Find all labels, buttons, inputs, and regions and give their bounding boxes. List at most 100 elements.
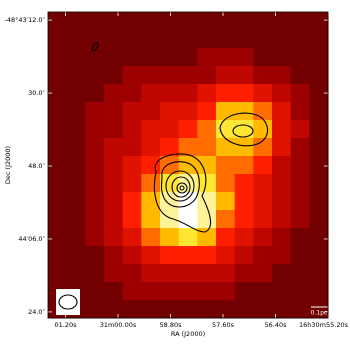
heatmap-cell [216,300,236,319]
heatmap-cell [290,48,310,67]
heatmap-cell [66,30,86,49]
heatmap-cell [66,102,86,121]
heatmap-cell [234,264,254,283]
heatmap-cell [104,66,124,85]
heatmap-cell [66,228,86,247]
heatmap-cell [104,192,124,211]
heatmap-cell [160,228,180,247]
heatmap-cell [160,138,180,157]
heatmap-cell [234,12,254,31]
heatmap-cell [272,192,292,211]
heatmap-cell [141,138,161,157]
heatmap-cell [290,12,310,31]
heatmap-cell [141,192,161,211]
heatmap-cell [253,246,273,265]
heatmap-cell [234,120,254,139]
heatmap-cell [234,246,254,265]
heatmap-cell [122,102,142,121]
heatmap-cell [253,264,273,283]
heatmap-cell [122,120,142,139]
heatmap-cell [160,120,180,139]
heatmap-cell [197,246,217,265]
x-tick-label: 56.40s [265,321,288,329]
heatmap-cell [141,84,161,103]
heatmap-cell [104,228,124,247]
heatmap-cell [104,84,124,103]
heatmap-cell [122,12,142,31]
heatmap-cell [216,84,236,103]
heatmap-cell [122,192,142,211]
heatmap-cell [290,30,310,49]
heatmap-cell [122,210,142,229]
heatmap-cell [272,48,292,67]
heatmap-cell [272,246,292,265]
y-tick-label: 24.0″ [28,308,45,316]
heatmap-cell [122,264,142,283]
heatmap-cell [141,282,161,301]
heatmap-cell [309,228,329,247]
heatmap-cell [272,120,292,139]
heatmap-cell [234,282,254,301]
heatmap-cell [290,156,310,175]
heatmap-cell [104,174,124,193]
heatmap-cell [66,246,86,265]
heatmap-cell [66,138,86,157]
heatmap-cell [309,210,329,229]
heatmap-cell [178,48,198,67]
heatmap-cell [48,246,68,265]
heatmap-cell [290,246,310,265]
heatmap-cell [104,48,124,67]
heatmap-cell [309,300,329,319]
heatmap-cell [290,264,310,283]
heatmap-cell [85,282,105,301]
heatmap-cell [197,228,217,247]
heatmap-cell [48,228,68,247]
heatmap-cell [216,174,236,193]
heatmap-cell [178,282,198,301]
heatmap-cell [85,228,105,247]
heatmap-cell [85,210,105,229]
heatmap-cell [197,66,217,85]
y-tick-label: 48.0″ [28,162,45,170]
heatmap-cell [290,84,310,103]
heatmap-cell [104,120,124,139]
heatmap-cell [104,300,124,319]
heatmap-cell [178,264,198,283]
x-tick-label: 31m00.00s [100,321,137,329]
heatmap-cell [197,12,217,31]
heatmap-cell [290,300,310,319]
heatmap-cell [85,84,105,103]
heatmap-cell [178,300,198,319]
heatmap-cell [160,246,180,265]
contour [153,153,212,233]
contour [160,161,200,208]
heatmap-cell [272,84,292,103]
heatmap-cell [160,102,180,121]
heatmap-cell [272,210,292,229]
heatmap-cell [234,192,254,211]
heatmap-cell [48,138,68,157]
contour [165,170,195,202]
heatmap-cell [48,66,68,85]
heatmap-cell [160,48,180,67]
heatmap-cell [141,246,161,265]
contour [91,41,99,52]
heatmap-cell [290,102,310,121]
heatmap-cell [178,84,198,103]
heatmap-cell [290,192,310,211]
heatmap-cell [272,300,292,319]
heatmap-cell [104,264,124,283]
heatmap-cell [178,246,198,265]
heatmap-cell [160,30,180,49]
x-tick-label: 16h30m55.20s [299,321,349,329]
heatmap-cell [216,264,236,283]
heatmap-cell [48,192,68,211]
heatmap-cell [178,120,198,139]
heatmap-cell [66,66,86,85]
heatmap-cell [216,66,236,85]
heatmap-cell [234,84,254,103]
heatmap-cell [178,156,198,175]
heatmap-cell [309,282,329,301]
heatmap-cell [216,138,236,157]
heatmap-cell [197,282,217,301]
